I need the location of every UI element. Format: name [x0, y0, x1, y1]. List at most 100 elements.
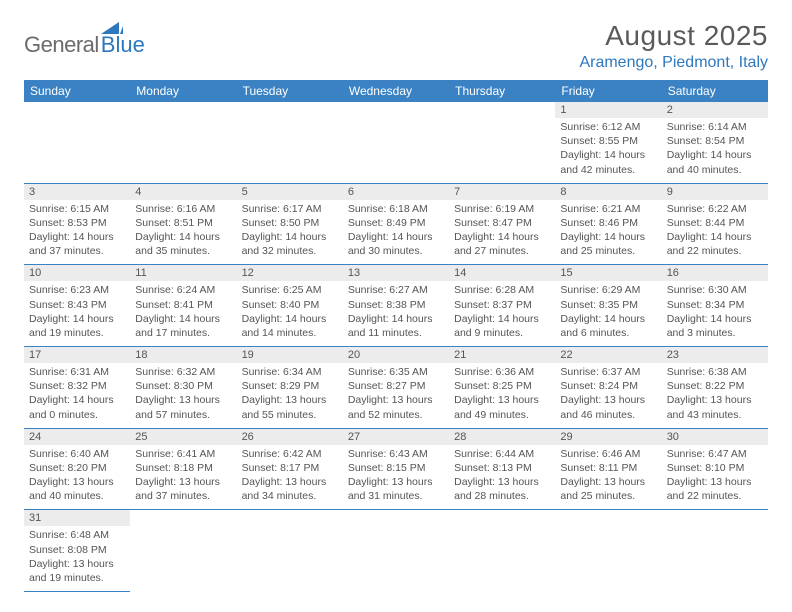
day-number: 25 [130, 429, 236, 445]
calendar-day-cell: 10Sunrise: 6:23 AMSunset: 8:43 PMDayligh… [24, 265, 130, 347]
day-details: Sunrise: 6:32 AMSunset: 8:30 PMDaylight:… [130, 363, 236, 428]
day-details: Sunrise: 6:16 AMSunset: 8:51 PMDaylight:… [130, 200, 236, 265]
calendar-week-row: 3Sunrise: 6:15 AMSunset: 8:53 PMDaylight… [24, 183, 768, 265]
daylight-text: Daylight: 14 hours and 40 minutes. [667, 148, 763, 176]
daylight-text: Daylight: 13 hours and 19 minutes. [29, 557, 125, 585]
sunrise-text: Sunrise: 6:16 AM [135, 202, 231, 216]
weekday-header: Friday [555, 80, 661, 102]
calendar-day-cell: 25Sunrise: 6:41 AMSunset: 8:18 PMDayligh… [130, 428, 236, 510]
day-number: 5 [237, 184, 343, 200]
day-details: Sunrise: 6:18 AMSunset: 8:49 PMDaylight:… [343, 200, 449, 265]
daylight-text: Daylight: 13 hours and 37 minutes. [135, 475, 231, 503]
sunset-text: Sunset: 8:41 PM [135, 298, 231, 312]
calendar-day-cell: 15Sunrise: 6:29 AMSunset: 8:35 PMDayligh… [555, 265, 661, 347]
calendar-day-cell: 7Sunrise: 6:19 AMSunset: 8:47 PMDaylight… [449, 183, 555, 265]
calendar-day-cell: .. [237, 510, 343, 592]
sunrise-text: Sunrise: 6:19 AM [454, 202, 550, 216]
sunrise-text: Sunrise: 6:27 AM [348, 283, 444, 297]
day-details: Sunrise: 6:48 AMSunset: 8:08 PMDaylight:… [24, 526, 130, 591]
daylight-text: Daylight: 13 hours and 49 minutes. [454, 393, 550, 421]
calendar-day-cell: 30Sunrise: 6:47 AMSunset: 8:10 PMDayligh… [662, 428, 768, 510]
sunset-text: Sunset: 8:27 PM [348, 379, 444, 393]
daylight-text: Daylight: 14 hours and 14 minutes. [242, 312, 338, 340]
day-details: Sunrise: 6:19 AMSunset: 8:47 PMDaylight:… [449, 200, 555, 265]
daylight-text: Daylight: 13 hours and 28 minutes. [454, 475, 550, 503]
sunrise-text: Sunrise: 6:21 AM [560, 202, 656, 216]
daylight-text: Daylight: 14 hours and 11 minutes. [348, 312, 444, 340]
sunset-text: Sunset: 8:20 PM [29, 461, 125, 475]
sunset-text: Sunset: 8:24 PM [560, 379, 656, 393]
sunset-text: Sunset: 8:40 PM [242, 298, 338, 312]
calendar-day-cell: 1Sunrise: 6:12 AMSunset: 8:55 PMDaylight… [555, 102, 661, 183]
calendar-day-cell: 29Sunrise: 6:46 AMSunset: 8:11 PMDayligh… [555, 428, 661, 510]
sunset-text: Sunset: 8:32 PM [29, 379, 125, 393]
day-details: Sunrise: 6:15 AMSunset: 8:53 PMDaylight:… [24, 200, 130, 265]
day-details: Sunrise: 6:36 AMSunset: 8:25 PMDaylight:… [449, 363, 555, 428]
logo-text-general: General [24, 32, 99, 58]
day-number: 19 [237, 347, 343, 363]
logo: General Blue [24, 20, 145, 58]
location-subtitle: Aramengo, Piedmont, Italy [579, 54, 768, 72]
sunrise-text: Sunrise: 6:46 AM [560, 447, 656, 461]
day-details: Sunrise: 6:31 AMSunset: 8:32 PMDaylight:… [24, 363, 130, 428]
daylight-text: Daylight: 14 hours and 6 minutes. [560, 312, 656, 340]
calendar-day-cell: .. [343, 102, 449, 183]
daylight-text: Daylight: 13 hours and 52 minutes. [348, 393, 444, 421]
day-details: Sunrise: 6:23 AMSunset: 8:43 PMDaylight:… [24, 281, 130, 346]
daylight-text: Daylight: 14 hours and 37 minutes. [29, 230, 125, 258]
day-details: Sunrise: 6:44 AMSunset: 8:13 PMDaylight:… [449, 445, 555, 510]
day-details: Sunrise: 6:47 AMSunset: 8:10 PMDaylight:… [662, 445, 768, 510]
daylight-text: Daylight: 14 hours and 27 minutes. [454, 230, 550, 258]
sunrise-text: Sunrise: 6:31 AM [29, 365, 125, 379]
daylight-text: Daylight: 13 hours and 57 minutes. [135, 393, 231, 421]
sunrise-text: Sunrise: 6:35 AM [348, 365, 444, 379]
calendar-day-cell: 20Sunrise: 6:35 AMSunset: 8:27 PMDayligh… [343, 347, 449, 429]
calendar-day-cell: 4Sunrise: 6:16 AMSunset: 8:51 PMDaylight… [130, 183, 236, 265]
day-number: 29 [555, 429, 661, 445]
day-number: 27 [343, 429, 449, 445]
day-number: 28 [449, 429, 555, 445]
daylight-text: Daylight: 13 hours and 46 minutes. [560, 393, 656, 421]
day-number: 24 [24, 429, 130, 445]
day-details: Sunrise: 6:37 AMSunset: 8:24 PMDaylight:… [555, 363, 661, 428]
calendar-day-cell: 3Sunrise: 6:15 AMSunset: 8:53 PMDaylight… [24, 183, 130, 265]
day-details: Sunrise: 6:17 AMSunset: 8:50 PMDaylight:… [237, 200, 343, 265]
day-details: Sunrise: 6:43 AMSunset: 8:15 PMDaylight:… [343, 445, 449, 510]
sunrise-text: Sunrise: 6:15 AM [29, 202, 125, 216]
calendar-day-cell: 14Sunrise: 6:28 AMSunset: 8:37 PMDayligh… [449, 265, 555, 347]
calendar-week-row: 24Sunrise: 6:40 AMSunset: 8:20 PMDayligh… [24, 428, 768, 510]
sunrise-text: Sunrise: 6:42 AM [242, 447, 338, 461]
day-number: 6 [343, 184, 449, 200]
day-number: 10 [24, 265, 130, 281]
weekday-header-row: Sunday Monday Tuesday Wednesday Thursday… [24, 80, 768, 102]
day-details: Sunrise: 6:22 AMSunset: 8:44 PMDaylight:… [662, 200, 768, 265]
sunset-text: Sunset: 8:49 PM [348, 216, 444, 230]
calendar-day-cell: 27Sunrise: 6:43 AMSunset: 8:15 PMDayligh… [343, 428, 449, 510]
daylight-text: Daylight: 14 hours and 42 minutes. [560, 148, 656, 176]
sunset-text: Sunset: 8:08 PM [29, 543, 125, 557]
header: General Blue August 2025 Aramengo, Piedm… [24, 20, 768, 72]
day-details: Sunrise: 6:29 AMSunset: 8:35 PMDaylight:… [555, 281, 661, 346]
calendar-day-cell: .. [130, 510, 236, 592]
day-details: Sunrise: 6:35 AMSunset: 8:27 PMDaylight:… [343, 363, 449, 428]
day-details: Sunrise: 6:38 AMSunset: 8:22 PMDaylight:… [662, 363, 768, 428]
calendar-day-cell: 5Sunrise: 6:17 AMSunset: 8:50 PMDaylight… [237, 183, 343, 265]
day-details: Sunrise: 6:28 AMSunset: 8:37 PMDaylight:… [449, 281, 555, 346]
daylight-text: Daylight: 14 hours and 17 minutes. [135, 312, 231, 340]
day-details: Sunrise: 6:40 AMSunset: 8:20 PMDaylight:… [24, 445, 130, 510]
daylight-text: Daylight: 14 hours and 3 minutes. [667, 312, 763, 340]
sunset-text: Sunset: 8:22 PM [667, 379, 763, 393]
sunrise-text: Sunrise: 6:18 AM [348, 202, 444, 216]
day-details: Sunrise: 6:34 AMSunset: 8:29 PMDaylight:… [237, 363, 343, 428]
calendar-day-cell: 2Sunrise: 6:14 AMSunset: 8:54 PMDaylight… [662, 102, 768, 183]
day-number: 4 [130, 184, 236, 200]
sunset-text: Sunset: 8:30 PM [135, 379, 231, 393]
sunset-text: Sunset: 8:50 PM [242, 216, 338, 230]
sunset-text: Sunset: 8:29 PM [242, 379, 338, 393]
day-details: Sunrise: 6:27 AMSunset: 8:38 PMDaylight:… [343, 281, 449, 346]
calendar-day-cell: .. [24, 102, 130, 183]
calendar-week-row: 10Sunrise: 6:23 AMSunset: 8:43 PMDayligh… [24, 265, 768, 347]
calendar-day-cell: 18Sunrise: 6:32 AMSunset: 8:30 PMDayligh… [130, 347, 236, 429]
sunset-text: Sunset: 8:34 PM [667, 298, 763, 312]
day-number: 17 [24, 347, 130, 363]
